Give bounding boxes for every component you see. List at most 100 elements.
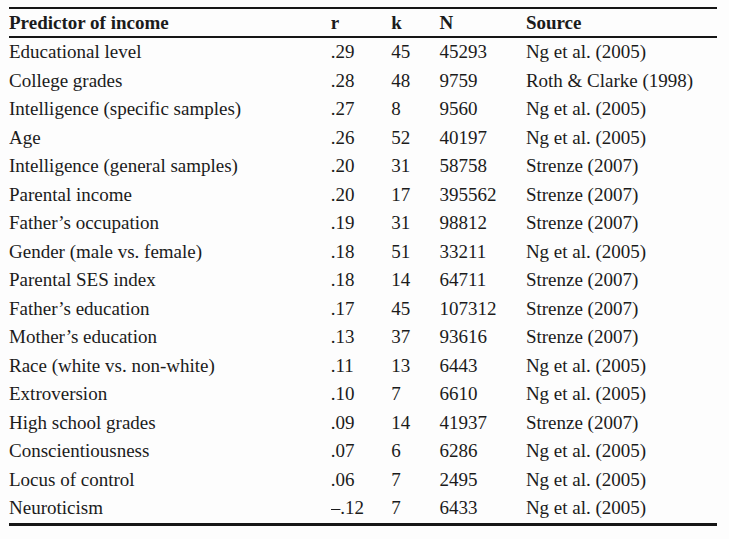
- cell-source: Ng et al. (2005): [526, 466, 717, 495]
- cell-k: 48: [391, 67, 439, 96]
- cell-predictor: Intelligence (specific samples): [9, 95, 331, 124]
- table-row: Gender (male vs. female) .18 51 33211 Ng…: [9, 238, 717, 267]
- income-predictors-table: Predictor of income r k N Source Educati…: [9, 7, 717, 526]
- column-header-r: r: [331, 8, 391, 37]
- table-row: Extroversion .10 7 6610 Ng et al. (2005): [9, 380, 717, 409]
- cell-n: 6286: [439, 437, 525, 466]
- table-row: Locus of control .06 7 2495 Ng et al. (2…: [9, 466, 717, 495]
- cell-predictor: High school grades: [9, 409, 331, 438]
- cell-n: 58758: [439, 152, 525, 181]
- cell-k: 37: [391, 323, 439, 352]
- cell-source: Ng et al. (2005): [526, 437, 717, 466]
- cell-predictor: College grades: [9, 67, 331, 96]
- table-row: Age .26 52 40197 Ng et al. (2005): [9, 124, 717, 153]
- cell-k: 7: [391, 494, 439, 524]
- cell-source: Ng et al. (2005): [526, 494, 717, 524]
- cell-source: Strenze (2007): [526, 152, 717, 181]
- cell-k: 31: [391, 209, 439, 238]
- cell-k: 14: [391, 409, 439, 438]
- cell-source: Ng et al. (2005): [526, 238, 717, 267]
- cell-predictor: Neuroticism: [9, 494, 331, 524]
- cell-predictor: Extroversion: [9, 380, 331, 409]
- page: Predictor of income r k N Source Educati…: [0, 0, 729, 539]
- cell-source: Strenze (2007): [526, 266, 717, 295]
- cell-r: .13: [331, 323, 391, 352]
- cell-r: .06: [331, 466, 391, 495]
- cell-r: .17: [331, 295, 391, 324]
- cell-k: 31: [391, 152, 439, 181]
- cell-n: 9560: [439, 95, 525, 124]
- cell-source: Strenze (2007): [526, 209, 717, 238]
- cell-k: 45: [391, 295, 439, 324]
- cell-n: 98812: [439, 209, 525, 238]
- cell-source: Strenze (2007): [526, 409, 717, 438]
- cell-n: 40197: [439, 124, 525, 153]
- cell-source: Strenze (2007): [526, 295, 717, 324]
- cell-predictor: Father’s education: [9, 295, 331, 324]
- cell-r: .28: [331, 67, 391, 96]
- cell-predictor: Educational level: [9, 37, 331, 67]
- table-row: Conscientiousness .07 6 6286 Ng et al. (…: [9, 437, 717, 466]
- cell-r: –.12: [331, 494, 391, 524]
- cell-k: 17: [391, 181, 439, 210]
- cell-source: Ng et al. (2005): [526, 95, 717, 124]
- cell-predictor: Intelligence (general samples): [9, 152, 331, 181]
- cell-k: 51: [391, 238, 439, 267]
- cell-n: 64711: [439, 266, 525, 295]
- column-header-source: Source: [526, 8, 717, 37]
- cell-k: 8: [391, 95, 439, 124]
- cell-n: 6610: [439, 380, 525, 409]
- cell-source: Ng et al. (2005): [526, 380, 717, 409]
- column-header-predictor: Predictor of income: [9, 8, 331, 37]
- cell-predictor: Age: [9, 124, 331, 153]
- cell-n: 6443: [439, 352, 525, 381]
- cell-r: .11: [331, 352, 391, 381]
- table-row: Intelligence (general samples) .20 31 58…: [9, 152, 717, 181]
- cell-n: 9759: [439, 67, 525, 96]
- cell-predictor: Conscientiousness: [9, 437, 331, 466]
- table-header: Predictor of income r k N Source: [9, 8, 717, 37]
- cell-predictor: Parental income: [9, 181, 331, 210]
- column-header-n: N: [439, 8, 525, 37]
- cell-r: .10: [331, 380, 391, 409]
- cell-k: 13: [391, 352, 439, 381]
- cell-r: .27: [331, 95, 391, 124]
- table-row: College grades .28 48 9759 Roth & Clarke…: [9, 67, 717, 96]
- cell-predictor: Gender (male vs. female): [9, 238, 331, 267]
- cell-r: .18: [331, 266, 391, 295]
- column-header-k: k: [391, 8, 439, 37]
- cell-n: 41937: [439, 409, 525, 438]
- header-row: Predictor of income r k N Source: [9, 8, 717, 37]
- table-row: Mother’s education .13 37 93616 Strenze …: [9, 323, 717, 352]
- table-row: Father’s education .17 45 107312 Strenze…: [9, 295, 717, 324]
- cell-r: .07: [331, 437, 391, 466]
- cell-r: .26: [331, 124, 391, 153]
- cell-n: 2495: [439, 466, 525, 495]
- cell-n: 107312: [439, 295, 525, 324]
- cell-k: 52: [391, 124, 439, 153]
- cell-predictor: Race (white vs. non-white): [9, 352, 331, 381]
- cell-r: .29: [331, 37, 391, 67]
- cell-source: Ng et al. (2005): [526, 124, 717, 153]
- cell-source: Roth & Clarke (1998): [526, 67, 717, 96]
- cell-n: 33211: [439, 238, 525, 267]
- cell-source: Ng et al. (2005): [526, 352, 717, 381]
- cell-n: 93616: [439, 323, 525, 352]
- table-row: Parental income .20 17 395562 Strenze (2…: [9, 181, 717, 210]
- cell-r: .18: [331, 238, 391, 267]
- table-body: Educational level .29 45 45293 Ng et al.…: [9, 37, 717, 524]
- table-row: Intelligence (specific samples) .27 8 95…: [9, 95, 717, 124]
- cell-source: Strenze (2007): [526, 181, 717, 210]
- table-row: Father’s occupation .19 31 98812 Strenze…: [9, 209, 717, 238]
- cell-k: 6: [391, 437, 439, 466]
- cell-r: .20: [331, 152, 391, 181]
- cell-n: 6433: [439, 494, 525, 524]
- cell-k: 14: [391, 266, 439, 295]
- cell-n: 395562: [439, 181, 525, 210]
- table-row: Race (white vs. non-white) .11 13 6443 N…: [9, 352, 717, 381]
- cell-r: .09: [331, 409, 391, 438]
- table-row: Educational level .29 45 45293 Ng et al.…: [9, 37, 717, 67]
- cell-predictor: Father’s occupation: [9, 209, 331, 238]
- table-row: Neuroticism –.12 7 6433 Ng et al. (2005): [9, 494, 717, 524]
- cell-source: Ng et al. (2005): [526, 37, 717, 67]
